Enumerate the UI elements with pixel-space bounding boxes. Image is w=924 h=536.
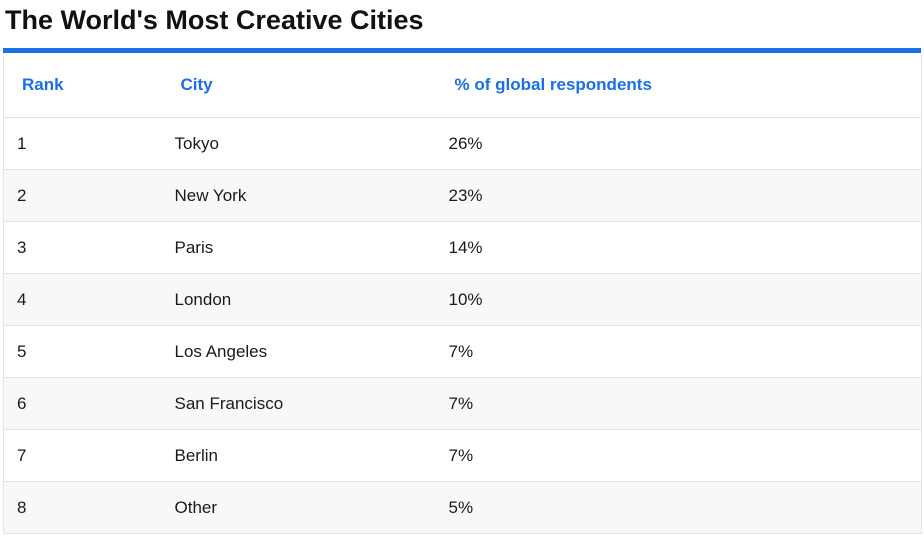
table-header: Rank City % of global respondents [3, 53, 922, 118]
table-row: 7 Berlin 7% [3, 429, 922, 482]
column-header-percent-label: % of global respondents [454, 75, 652, 94]
percent-cell: 7% [436, 325, 922, 378]
page-title: The World's Most Creative Cities [5, 5, 424, 35]
city-cell: Berlin [162, 429, 437, 482]
rank-cell: 3 [3, 221, 163, 274]
column-header-city-label: City [180, 75, 213, 94]
percent-cell: 23% [436, 169, 922, 222]
table-row: 6 San Francisco 7% [3, 377, 922, 430]
percent-cell: 5% [436, 481, 922, 534]
table-row: 2 New York 23% [3, 169, 922, 222]
column-header-percent: % of global respondents [436, 53, 922, 118]
column-header-rank: Rank [3, 53, 163, 118]
column-header-rank-label: Rank [22, 75, 64, 94]
table-row: 3 Paris 14% [3, 221, 922, 274]
table-body: 1 Tokyo 26% 2 New York 23% 3 Paris 14% 4… [3, 117, 922, 534]
percent-cell: 14% [436, 221, 922, 274]
rank-cell: 5 [3, 325, 163, 378]
city-cell: Other [162, 481, 437, 534]
city-cell: London [162, 273, 437, 326]
percent-cell: 26% [436, 117, 922, 170]
cities-table: Rank City % of global respondents 1 Toky… [3, 53, 922, 534]
percent-cell: 10% [436, 273, 922, 326]
percent-cell: 7% [436, 429, 922, 482]
header-row: Rank City % of global respondents [3, 53, 922, 118]
rank-cell: 8 [3, 481, 163, 534]
rank-cell: 4 [3, 273, 163, 326]
rank-cell: 6 [3, 377, 163, 430]
city-cell: Paris [162, 221, 437, 274]
table-container: Rank City % of global respondents 1 Toky… [3, 48, 922, 534]
table-row: 5 Los Angeles 7% [3, 325, 922, 378]
percent-cell: 7% [436, 377, 922, 430]
city-cell: New York [162, 169, 437, 222]
rank-cell: 1 [3, 117, 163, 170]
city-cell: Los Angeles [162, 325, 437, 378]
rank-cell: 2 [3, 169, 163, 222]
rank-cell: 7 [3, 429, 163, 482]
table-row: 1 Tokyo 26% [3, 117, 922, 170]
column-header-city: City [162, 53, 437, 118]
table-row: 8 Other 5% [3, 481, 922, 534]
city-cell: Tokyo [162, 117, 437, 170]
city-cell: San Francisco [162, 377, 437, 430]
table-row: 4 London 10% [3, 273, 922, 326]
